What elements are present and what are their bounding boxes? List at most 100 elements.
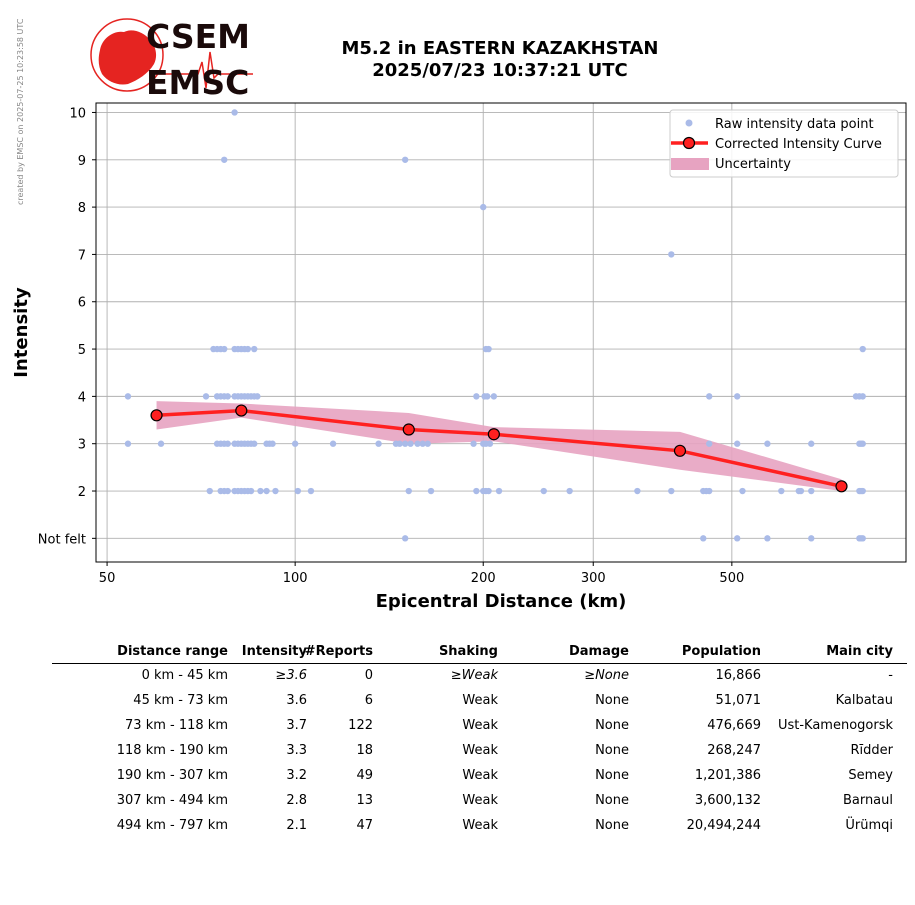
cell-population: 16,866 [715, 668, 762, 683]
table-row: 73 km - 118 km 3.7 122 Weak None 476,669… [52, 714, 907, 739]
header-distance-range: Distance range [117, 644, 228, 659]
y-tick-label: 3 [78, 438, 86, 453]
y-tick-label: 5 [78, 343, 86, 358]
raw-data-point [231, 109, 238, 116]
raw-data-point [859, 440, 866, 447]
raw-data-point [764, 535, 771, 542]
cell-city: Barnaul [842, 793, 893, 808]
raw-data-point [668, 487, 675, 495]
raw-data-point [224, 393, 231, 400]
raw-data-point [778, 487, 785, 495]
cell-damage: None [595, 818, 629, 833]
y-tick-label: 4 [78, 390, 86, 405]
curve-point [487, 428, 500, 441]
cell-range: 190 km - 307 km [116, 768, 228, 783]
x-tick-label: 50 [99, 571, 116, 586]
raw-data-point [668, 251, 675, 258]
cell-population: 3,600,132 [694, 793, 761, 808]
cell-population: 268,247 [707, 743, 761, 758]
cell-damage: None [595, 743, 629, 758]
chart-title: M5.2 in EASTERN KAZAKHSTAN 2025/07/23 10… [300, 38, 700, 82]
raw-data-point [485, 487, 492, 495]
raw-data-point [764, 440, 771, 447]
raw-data-point [473, 393, 480, 400]
raw-data-point [485, 345, 492, 353]
legend-box [669, 109, 899, 178]
header-damage: Damage [568, 644, 629, 659]
cell-city: Ürümqi [845, 818, 893, 833]
raw-data-point [473, 487, 480, 495]
raw-data-point [224, 487, 231, 495]
cell-range: 307 km - 494 km [116, 793, 228, 808]
cell-city: - [888, 668, 893, 683]
raw-data-point [427, 487, 435, 495]
table-row: 307 km - 494 km 2.8 13 Weak None 3,600,1… [52, 789, 907, 814]
raw-data-point [495, 487, 503, 495]
raw-data-point [263, 487, 270, 495]
raw-data-point [859, 535, 866, 542]
raw-data-point [254, 393, 261, 400]
y-axis-label: Intensity [11, 287, 32, 378]
cell-intensity: 2.1 [286, 818, 307, 833]
raw-data-point [419, 440, 426, 447]
raw-data-point [206, 487, 213, 495]
corrected-curve-line [156, 408, 842, 488]
raw-data-point [470, 440, 477, 447]
raw-data-point [797, 487, 805, 495]
raw-data-point [329, 440, 337, 447]
cell-city: Semey [848, 768, 893, 783]
raw-data-point [221, 156, 228, 163]
y-tick-label: 7 [78, 248, 86, 263]
raw-data-point [424, 440, 431, 447]
table-row: 0 km - 45 km ≥3.6 0 ≥Weak ≥None 16,866 - [52, 664, 907, 689]
cell-reports: 6 [364, 693, 373, 708]
logo-text-emsc: EMSC [146, 63, 249, 100]
logo-map-shape [98, 30, 157, 85]
legend-curve-marker [682, 136, 696, 150]
raw-data-point [202, 393, 210, 400]
cell-population: 476,669 [707, 718, 761, 733]
logo-text-csem: CSEM [146, 17, 250, 56]
raw-data-point [405, 487, 412, 495]
cell-damage: None [595, 718, 629, 733]
raw-data-point [291, 440, 299, 447]
raw-data-point [251, 440, 258, 447]
raw-data-point [566, 487, 573, 495]
raw-data-point [224, 440, 231, 447]
cell-shaking: Weak [462, 718, 498, 733]
table-row: 118 km - 190 km 3.3 18 Weak None 268,247… [52, 739, 907, 764]
emsc-logo: CSEM EMSC [90, 17, 253, 100]
curve-point [402, 423, 415, 436]
raw-data-point [734, 440, 741, 447]
raw-data-point [251, 345, 258, 353]
raw-data-point [706, 487, 713, 495]
legend-uncertainty-label: Uncertainty [715, 157, 791, 172]
cell-range: 118 km - 190 km [116, 743, 228, 758]
raw-data-point [407, 440, 414, 447]
raw-data-point [247, 487, 255, 495]
y-tick-label: 6 [78, 296, 86, 311]
raw-data-point [480, 203, 487, 211]
raw-data-point [375, 440, 382, 447]
cell-intensity: 3.6 [286, 693, 307, 708]
cell-city: Ust-Kamenogorsk [777, 718, 893, 733]
cell-range: 73 km - 118 km [125, 718, 228, 733]
raw-data-point [808, 487, 815, 495]
cell-intensity: 3.2 [286, 768, 307, 783]
cell-intensity: 2.8 [286, 793, 307, 808]
y-tick-label: 10 [69, 106, 86, 121]
cell-reports: 13 [356, 793, 373, 808]
table-row: 45 km - 73 km 3.6 6 Weak None 51,071 Kal… [52, 689, 907, 714]
raw-data-point [859, 345, 866, 353]
cell-shaking: Weak [462, 768, 498, 783]
raw-data-point [484, 393, 491, 400]
x-tick-label: 200 [471, 571, 496, 586]
title-event: M5.2 in EASTERN KAZAKHSTAN [341, 38, 659, 59]
cell-damage: ≥None [584, 668, 629, 683]
raw-data-point [221, 345, 228, 353]
cell-reports: 18 [356, 743, 373, 758]
raw-data-point [734, 535, 741, 542]
raw-data-point [401, 440, 409, 447]
cell-population: 20,494,244 [686, 818, 761, 833]
raw-data-point [540, 487, 547, 495]
